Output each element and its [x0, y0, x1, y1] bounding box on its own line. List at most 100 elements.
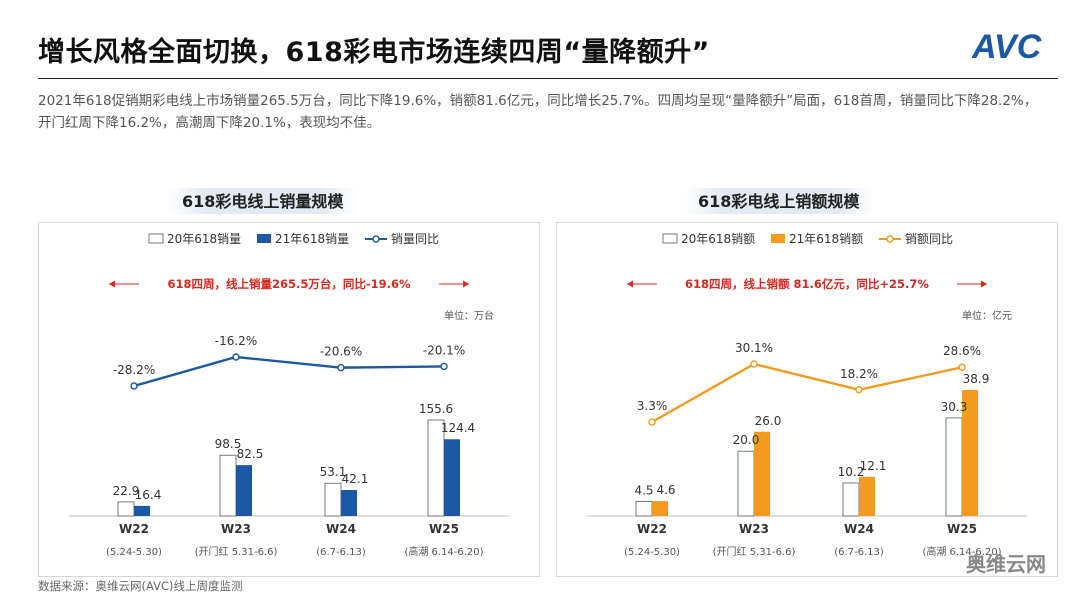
- bar-2021-W23: [236, 465, 252, 516]
- legend-swatch-2021: [771, 234, 785, 243]
- summary-text: 2021年618促销期彩电线上市场销量265.5万台，同比下降19.6%，销额8…: [38, 93, 1038, 131]
- wechat-watermark: 奥维云网: [966, 552, 1046, 576]
- legend-marker-yoy: [886, 235, 894, 243]
- chart-note: 618四周，线上销量265.5万台，同比-19.6%: [167, 277, 411, 291]
- sublabel-W23: (开门红 5.31-6.6): [195, 545, 278, 558]
- bar-2020-W25: [945, 417, 963, 517]
- chart-panel-revenue: 20年618销额 21年618销额 销额同比 618四周，线上销额 81.6亿元，同比…: [556, 222, 1058, 577]
- note-arrowhead-right: [463, 280, 469, 288]
- label-2021-W25: 124.4: [441, 421, 475, 435]
- yoy-label-W25: 28.6%: [943, 344, 981, 358]
- yoy-line: [133, 355, 445, 388]
- label-2020-W23: 98.5: [215, 437, 242, 451]
- bar-2020-W23: [737, 450, 755, 517]
- category-W23: W23: [221, 522, 251, 536]
- legend: 20年618销量 21年618销量 销量同比: [148, 232, 439, 246]
- legend-label-2021: 21年618销额: [789, 232, 863, 246]
- label-2021-W24: 42.1: [342, 472, 369, 486]
- sublabel-W24: (6.7-6.13): [834, 547, 884, 558]
- bar-2020-W24: [842, 482, 860, 517]
- label-2021-W22: 4.6: [656, 483, 675, 497]
- yoy-label-W24: -20.6%: [320, 345, 362, 359]
- data-source: 数据来源：奥维云网(AVC)线上周度监测: [38, 579, 243, 593]
- chart-panel-volume: 20年618销量 21年618销量 销量同比 618四周，线上销量265.5万台，同比…: [38, 222, 540, 577]
- category-W22: W22: [119, 522, 149, 536]
- legend-swatch-2021: [257, 234, 271, 243]
- bar-2020-W23: [219, 454, 237, 517]
- yoy-point-W25: [958, 363, 966, 371]
- category-W25: W25: [947, 522, 977, 536]
- note-arrowhead-left: [627, 280, 633, 288]
- yoy-label-W23: -16.2%: [215, 334, 257, 348]
- label-2021-W25: 38.9: [963, 372, 990, 386]
- bar-2021-W24: [859, 476, 875, 516]
- bar-2021-W23: [754, 431, 770, 516]
- yoy-label-W24: 18.2%: [840, 367, 878, 381]
- legend-swatch-2020: [148, 233, 164, 244]
- legend-label-2021: 21年618销量: [275, 232, 349, 246]
- title-divider: [38, 78, 1058, 79]
- logo-text: AVC: [972, 28, 1042, 66]
- legend-label-2020: 20年618销量: [167, 232, 241, 246]
- yoy-point-W22: [648, 418, 656, 426]
- label-2021-W23: 26.0: [755, 414, 782, 428]
- sublabel-W24: (6.7-6.13): [316, 547, 366, 558]
- note-arrowhead-left: [109, 280, 115, 288]
- yoy-point-W23: [750, 360, 758, 368]
- page-title: 增长风格全面切换，618彩电市场连续四周“量降额升”: [38, 37, 710, 68]
- legend-marker-yoy: [372, 235, 380, 243]
- yoy-line: [651, 362, 963, 424]
- yoy-point-W24: [337, 363, 345, 372]
- avc-logo: AVC: [972, 28, 1042, 66]
- bar-2021-W22: [652, 501, 668, 516]
- label-2020-W25: 30.3: [941, 400, 968, 414]
- yoy-point-W24: [855, 386, 863, 394]
- sublabel-W23: (开门红 5.31-6.6): [713, 545, 796, 558]
- unit-label: 单位：亿元: [962, 309, 1012, 322]
- sublabel-W22: (5.24-5.30): [624, 547, 680, 558]
- chart-title-volume: 618彩电线上销量规模: [168, 188, 358, 214]
- sublabel-W22: (5.24-5.30): [106, 547, 162, 558]
- chart-title-revenue: 618彩电线上销额规模: [684, 188, 874, 214]
- yoy-label-W22: -28.2%: [113, 363, 155, 377]
- yoy-label-W25: -20.1%: [423, 343, 465, 357]
- unit-label: 单位：万台: [444, 309, 494, 322]
- bar-2021-W22: [134, 505, 150, 516]
- label-2021-W22: 16.4: [135, 488, 162, 502]
- legend: 20年618销额 21年618销额 销额同比: [662, 232, 953, 246]
- category-W24: W24: [326, 522, 356, 536]
- bar-2020-W24: [324, 482, 342, 517]
- label-2020-W24: 10.2: [838, 465, 865, 479]
- label-2020-W24: 53.1: [320, 465, 347, 479]
- bar-2020-W22: [117, 501, 135, 517]
- label-2020-W22: 22.9: [113, 484, 140, 498]
- bar-2020-W22: [635, 501, 653, 517]
- yoy-point-W25: [440, 362, 448, 371]
- label-2021-W23: 82.5: [237, 447, 264, 461]
- legend-label-2020: 20年618销额: [681, 232, 755, 246]
- yoy-point-W23: [232, 353, 240, 361]
- yoy-label-W22: 3.3%: [637, 399, 668, 413]
- chart-volume: 20年618销量 21年618销量 销量同比 618四周，线上销量265.5万台，同比…: [69, 232, 509, 558]
- label-2020-W25: 155.6: [419, 402, 453, 416]
- label-2020-W22: 4.5: [634, 483, 653, 497]
- yoy-point-W22: [130, 382, 138, 390]
- legend-label-yoy: 销额同比: [905, 232, 953, 246]
- note-arrowhead-right: [981, 280, 987, 288]
- category-W22: W22: [637, 522, 667, 536]
- label-2021-W24: 12.1: [860, 459, 887, 473]
- yoy-label-W23: 30.1%: [735, 341, 773, 355]
- sublabel-W25: (高潮 6.14-6.20): [404, 545, 483, 558]
- chart-note: 618四周，线上销额 81.6亿元，同比+25.7%: [685, 277, 929, 291]
- label-2020-W23: 20.0: [733, 433, 760, 447]
- category-W25: W25: [429, 522, 459, 536]
- legend-swatch-2020: [662, 233, 678, 244]
- bar-2021-W25: [962, 390, 978, 516]
- sublabel-W25: (高潮 6.14-6.20): [922, 545, 1001, 558]
- chart-revenue: 20年618销额 21年618销额 销额同比 618四周，线上销额 81.6亿元，同比…: [587, 232, 1027, 558]
- bar-2021-W24: [341, 490, 357, 516]
- category-W24: W24: [844, 522, 874, 536]
- legend-label-yoy: 销量同比: [391, 232, 439, 246]
- category-W23: W23: [739, 522, 769, 536]
- bar-2021-W25: [444, 439, 460, 516]
